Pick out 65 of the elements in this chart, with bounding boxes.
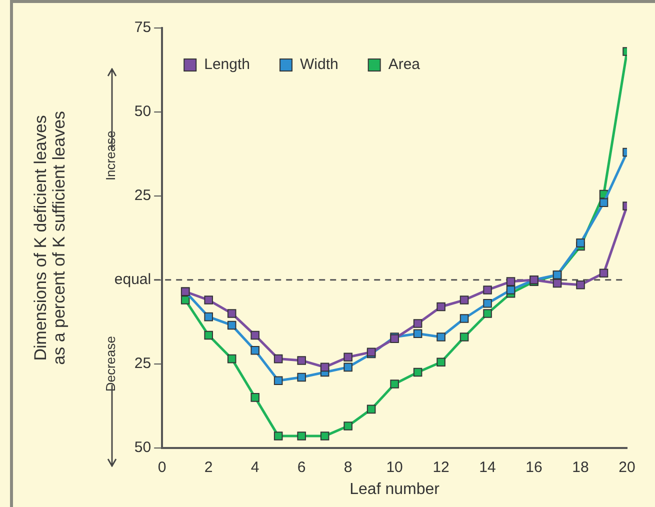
point [599, 198, 608, 208]
point [204, 296, 213, 304]
x-tick-label: 20 [618, 458, 636, 476]
point [297, 356, 306, 365]
x-tick-label: 6 [297, 458, 306, 476]
point [599, 268, 608, 278]
point [274, 354, 283, 364]
point [436, 332, 446, 342]
point [390, 380, 399, 388]
point [460, 332, 469, 342]
x-tick-label: 0 [158, 458, 166, 476]
y-axis-title: Dimensions of K deficient leaves as a percent of K sufficient leaves [31, 110, 69, 365]
point [227, 309, 236, 318]
point [180, 296, 190, 304]
y-tick-label: equal [114, 271, 152, 288]
x-tick-label: 14 [479, 458, 496, 476]
x-axis-title: Leaf number [350, 480, 440, 498]
point [483, 309, 492, 318]
x-tick-label: 10 [386, 458, 403, 476]
x-tick-label: 4 [250, 458, 260, 476]
point [413, 329, 422, 338]
text: Decrease [103, 336, 118, 392]
point [227, 354, 236, 364]
y-tick-label: 25 [134, 187, 152, 204]
point [320, 432, 330, 440]
point [274, 432, 283, 440]
point [436, 358, 446, 367]
point [274, 376, 283, 386]
y-tick-label: 50 [134, 438, 152, 456]
point [506, 277, 516, 286]
point [320, 362, 330, 372]
point [344, 362, 352, 372]
point [506, 286, 516, 294]
point [204, 312, 213, 322]
point [483, 286, 492, 294]
y-tick-label: 75 [134, 19, 152, 36]
point [250, 393, 260, 402]
x-tick-label: 18 [572, 458, 589, 476]
point [227, 320, 236, 330]
x-tick-label: 2 [204, 458, 213, 476]
point [366, 404, 376, 414]
x-tick-label: 16 [526, 458, 542, 476]
point [483, 299, 492, 308]
point [344, 422, 352, 430]
point [576, 280, 585, 290]
point [297, 432, 306, 440]
x-tick-label: 12 [432, 458, 450, 476]
point [250, 346, 260, 355]
point [413, 368, 422, 377]
legend-label: Length [204, 56, 250, 74]
point [552, 278, 562, 288]
point [460, 296, 469, 304]
point [413, 319, 422, 328]
legend-label: Area [388, 56, 421, 74]
point [436, 302, 446, 312]
point [297, 372, 306, 382]
point [576, 238, 585, 248]
point [204, 330, 213, 340]
point [460, 314, 469, 323]
point [250, 330, 260, 340]
legend-label: Width [300, 56, 338, 74]
x-tick-label: 8 [344, 458, 352, 476]
point [344, 352, 352, 362]
y-tick-label: 25 [134, 354, 152, 372]
y-tick-label: 50 [134, 103, 152, 120]
